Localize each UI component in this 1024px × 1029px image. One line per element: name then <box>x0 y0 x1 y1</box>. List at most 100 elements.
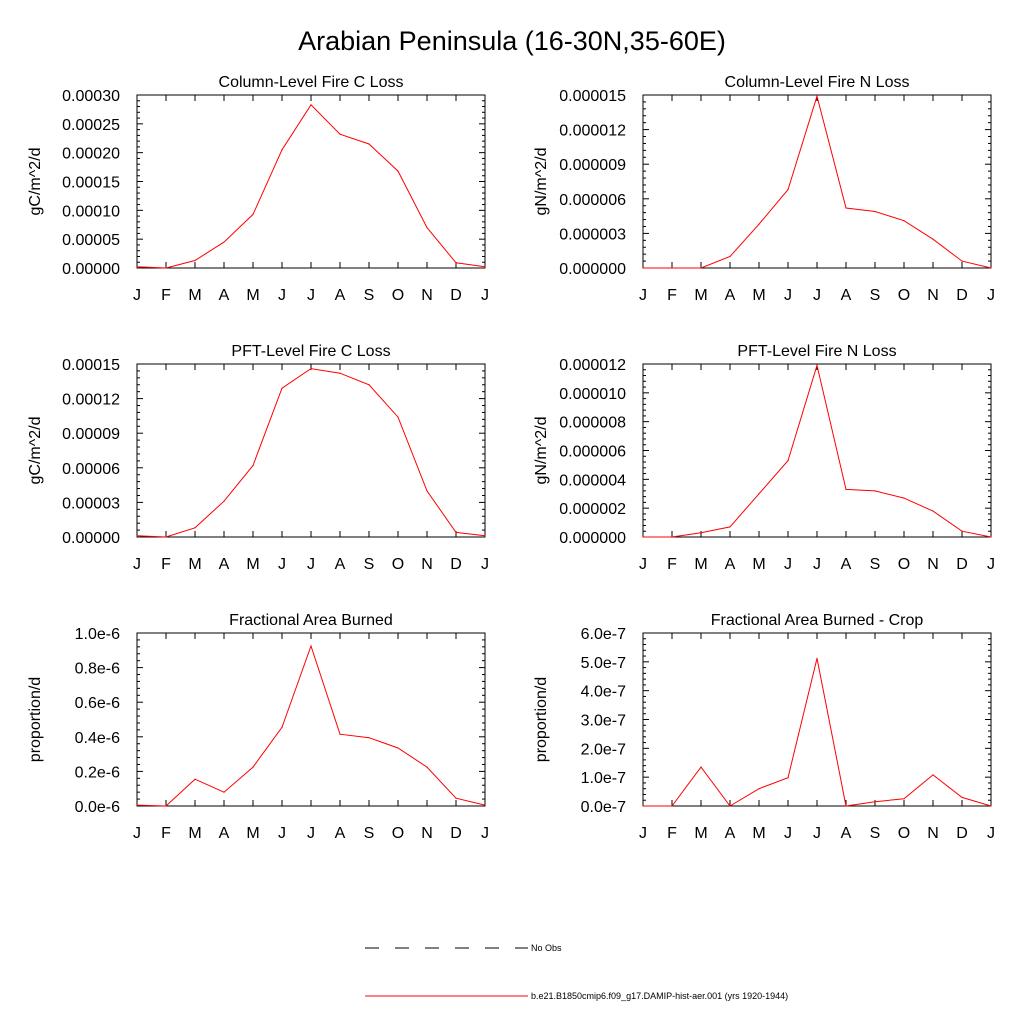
data-point <box>816 657 818 659</box>
x-tick-label: S <box>364 287 375 304</box>
y-tick-label: 0.000003 <box>559 226 626 243</box>
x-tick-label: J <box>278 825 286 842</box>
y-tick-label: 3.0e-7 <box>581 713 626 730</box>
data-point <box>165 536 167 538</box>
x-tick-label: D <box>956 287 968 304</box>
data-point <box>484 804 486 806</box>
data-point <box>223 500 225 502</box>
y-tick-label: 4.0e-7 <box>581 684 626 701</box>
x-tick-label: J <box>307 287 315 304</box>
data-point <box>874 490 876 492</box>
chart-title: Column-Level Fire N Loss <box>725 74 910 91</box>
x-tick-label: J <box>133 825 141 842</box>
chart-title: Fractional Area Burned - Crop <box>711 612 924 629</box>
y-tick-label: 6.0e-7 <box>581 626 626 643</box>
chart-title: PFT-Level Fire C Loss <box>231 343 390 360</box>
y-tick-label: 0.00030 <box>62 88 120 105</box>
y-tick-label: 0.000000 <box>559 261 626 278</box>
x-tick-label: F <box>667 556 677 573</box>
data-point <box>700 532 702 534</box>
y-tick-label: 0.00025 <box>62 117 120 134</box>
chart-title: PFT-Level Fire N Loss <box>737 343 896 360</box>
x-tick-label: A <box>219 825 230 842</box>
data-point <box>339 733 341 735</box>
y-tick-label: 0.000002 <box>559 501 626 518</box>
x-tick-label: S <box>870 556 881 573</box>
chart-title: Fractional Area Burned <box>229 612 393 629</box>
x-tick-label: J <box>307 825 315 842</box>
x-tick-label: M <box>694 287 707 304</box>
data-point <box>397 747 399 749</box>
x-tick-label: A <box>335 825 346 842</box>
data-point <box>368 384 370 386</box>
plot-frame <box>642 94 992 269</box>
x-tick-label: J <box>813 825 821 842</box>
x-tick-label: J <box>987 825 995 842</box>
data-point <box>426 227 428 229</box>
x-tick-label: D <box>956 825 968 842</box>
data-point <box>368 143 370 145</box>
data-point <box>455 531 457 533</box>
data-point <box>700 766 702 768</box>
x-tick-label: D <box>956 556 968 573</box>
x-tick-label: O <box>392 825 404 842</box>
legend: No Obs b.e21.B1850cmip6.f09_g17.DAMIP-hi… <box>365 943 788 1001</box>
data-point <box>223 241 225 243</box>
x-tick-label: M <box>752 825 765 842</box>
x-tick-label: A <box>841 825 852 842</box>
data-point <box>642 267 644 269</box>
y-tick-label: 2.0e-7 <box>581 741 626 758</box>
x-tick-label: A <box>725 825 736 842</box>
x-tick-label: D <box>450 287 462 304</box>
plot-frame <box>136 632 486 807</box>
x-tick-label: A <box>841 556 852 573</box>
data-point <box>961 796 963 798</box>
x-tick-label: J <box>813 287 821 304</box>
plot-frame <box>136 363 486 538</box>
y-tick-label: 0.00005 <box>62 232 120 249</box>
data-point <box>484 266 486 268</box>
data-point <box>455 797 457 799</box>
y-tick-label: 0.00000 <box>62 261 120 278</box>
y-tick-label: 0.000012 <box>559 123 626 140</box>
x-tick-label: F <box>161 556 171 573</box>
chart-panel-5: Fractional Area Burned proportion/d 0.0e-6… <box>27 612 489 842</box>
x-tick-label: O <box>898 556 910 573</box>
x-tick-label: A <box>335 556 346 573</box>
x-tick-label: M <box>246 556 259 573</box>
data-point <box>642 536 644 538</box>
y-axis-label: gN/m^2/d <box>533 148 550 216</box>
y-tick-label: 0.000000 <box>559 530 626 547</box>
data-point <box>903 497 905 499</box>
data-point <box>194 527 196 529</box>
y-tick-label: 0.000009 <box>559 157 626 174</box>
x-tick-label: M <box>188 825 201 842</box>
y-tick-label: 0.6e-6 <box>75 695 120 712</box>
data-point <box>223 791 225 793</box>
x-tick-label: A <box>335 287 346 304</box>
data-point <box>194 778 196 780</box>
x-tick-label: O <box>392 287 404 304</box>
x-tick-label: J <box>481 825 489 842</box>
data-point <box>136 804 138 806</box>
x-tick-label: J <box>133 556 141 573</box>
data-point <box>194 259 196 262</box>
series-line <box>136 644 486 807</box>
x-tick-label: D <box>450 825 462 842</box>
y-tick-label: 0.2e-6 <box>75 764 120 781</box>
data-point <box>961 260 963 262</box>
data-point <box>252 464 254 467</box>
chart-panel-3: PFT-Level Fire C Loss gC/m^2/d 0.00000 0.00… <box>27 343 489 573</box>
data-point <box>758 788 760 790</box>
data-point <box>990 536 992 538</box>
x-tick-label: J <box>639 825 647 842</box>
data-point <box>136 266 138 268</box>
y-tick-label: 0.00000 <box>62 530 120 547</box>
data-point <box>642 805 644 807</box>
x-tick-label: N <box>421 825 433 842</box>
data-point <box>961 530 963 532</box>
x-tick-label: D <box>450 556 462 573</box>
y-tick-label: 0.0e-7 <box>581 799 626 816</box>
